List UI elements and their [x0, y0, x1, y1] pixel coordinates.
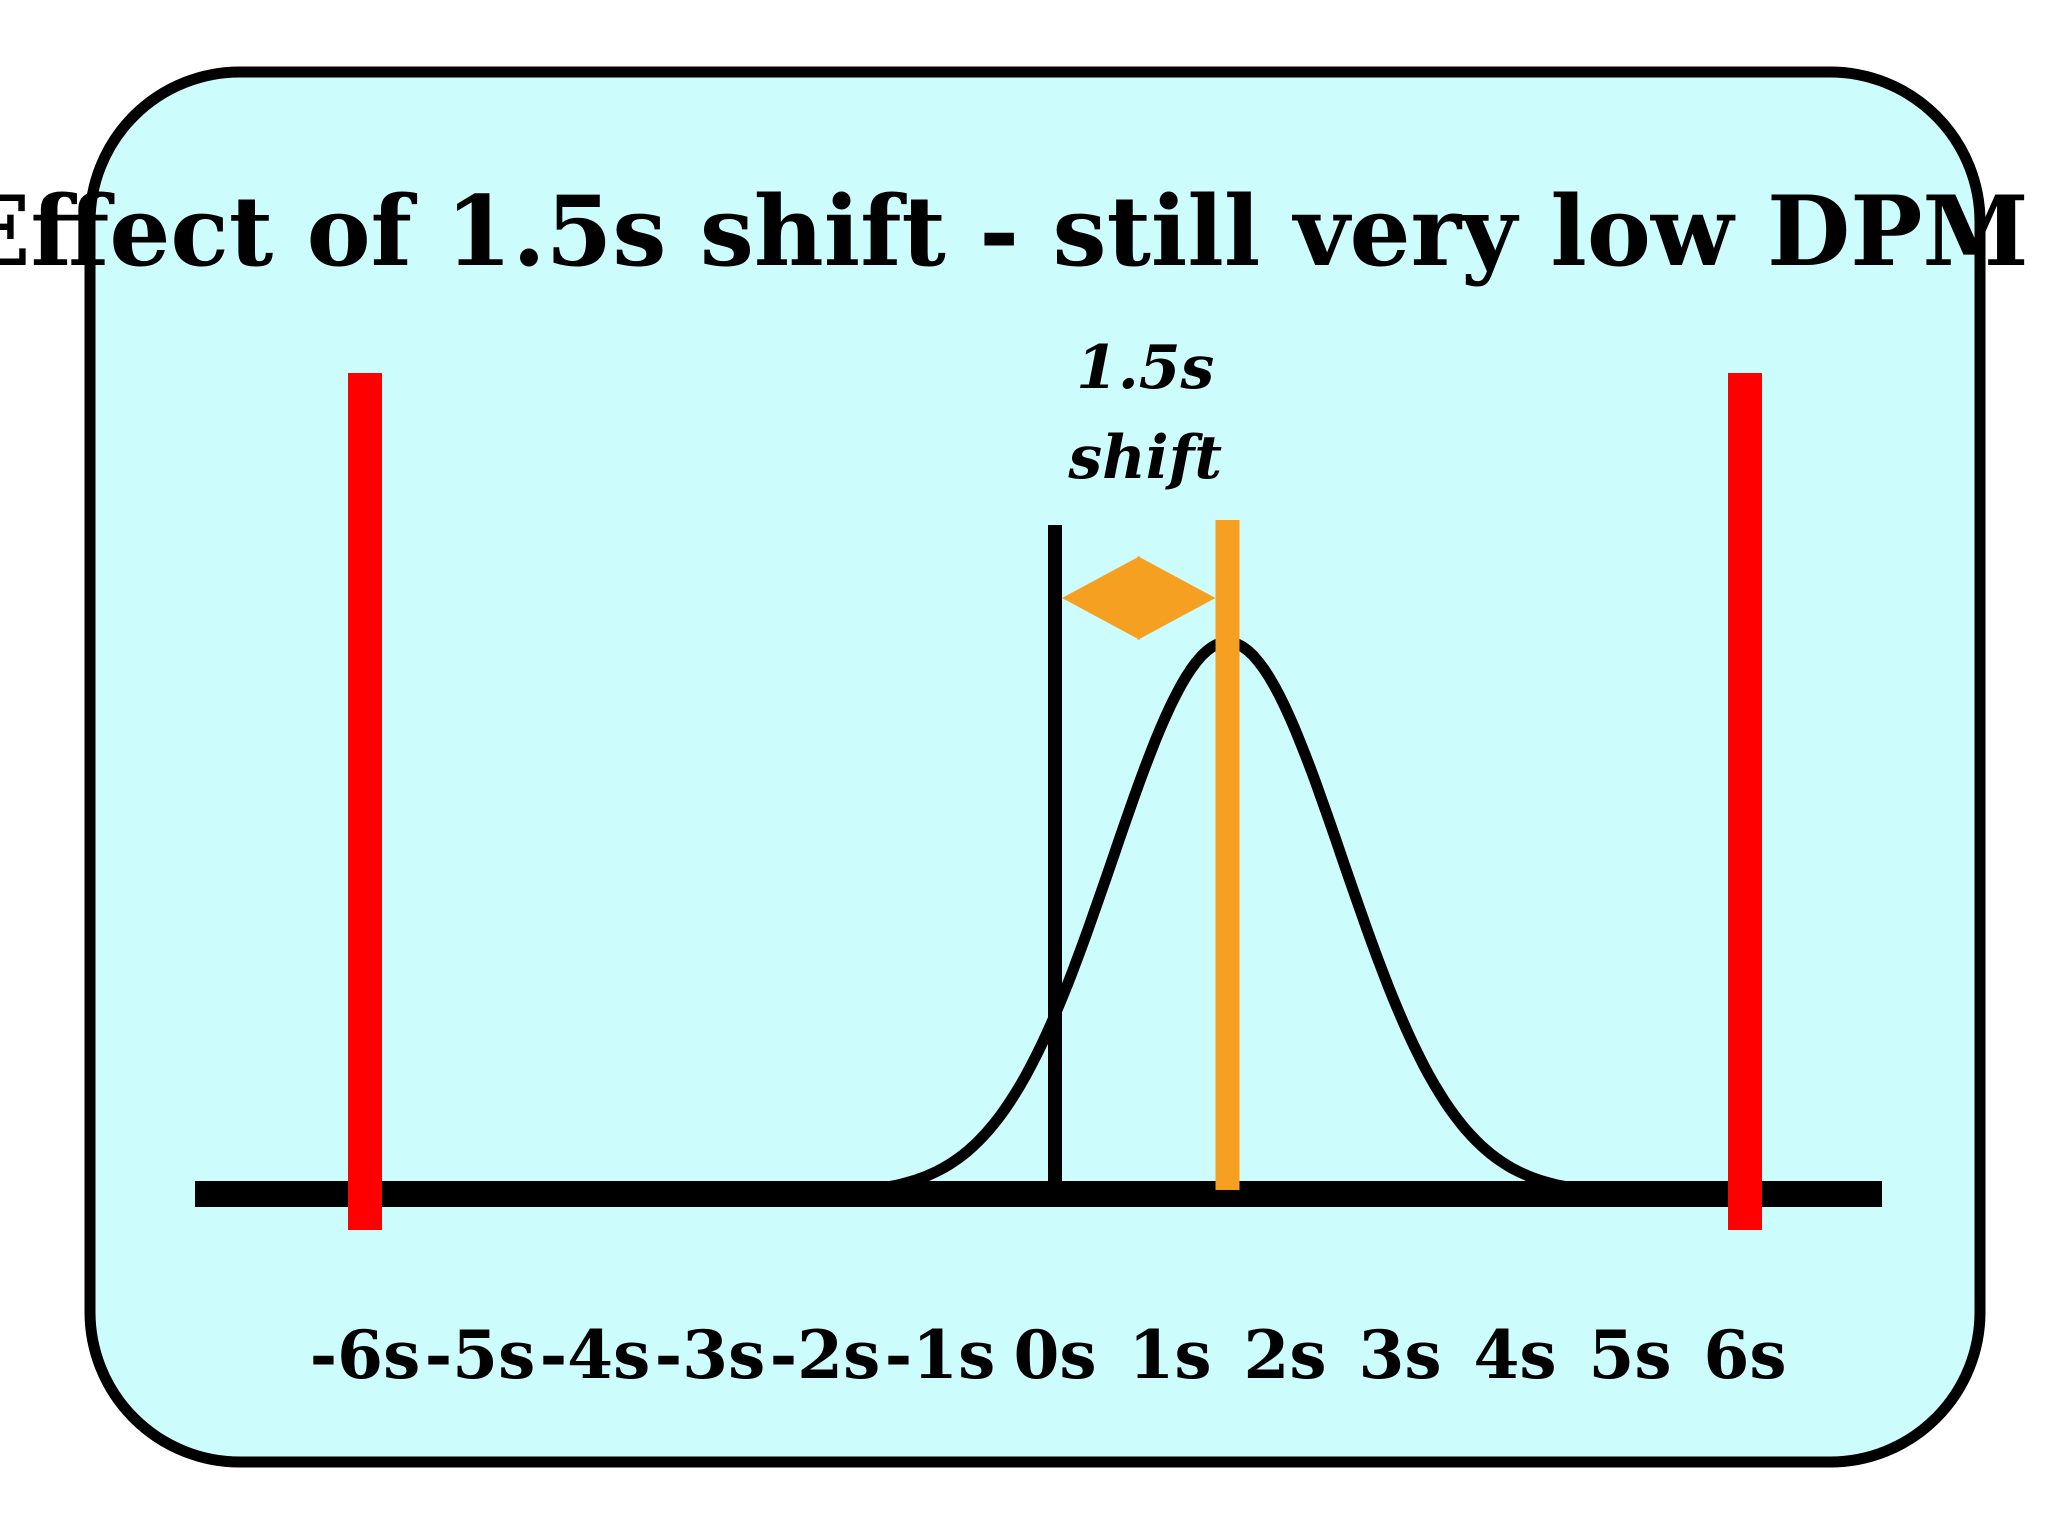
tick-label: -2s — [770, 1316, 880, 1394]
shift-label-line1: 1.5s — [1076, 333, 1214, 403]
tick-labels: -6s -5s -4s -3s -2s -1s 0s 1s 2s 3s 4s 5s 6s — [310, 1316, 1787, 1394]
tick-label: -1s — [885, 1316, 995, 1394]
tick-label: 6s — [1703, 1316, 1786, 1394]
shift-label-line2: shift — [1067, 423, 1222, 493]
tick-label: -3s — [655, 1316, 765, 1394]
shift-double-arrow — [1062, 556, 1216, 640]
arrow-left-head — [1062, 556, 1140, 640]
tick-label: -5s — [425, 1316, 535, 1394]
diagram-title: Effect of 1.5s shift - still very low DP… — [0, 175, 2029, 288]
tick-label: -6s — [310, 1316, 420, 1394]
tick-label: 3s — [1358, 1316, 1441, 1394]
tick-label: -4s — [540, 1316, 650, 1394]
tick-label: 1s — [1128, 1316, 1211, 1394]
tick-label: 2s — [1243, 1316, 1326, 1394]
tick-label: 4s — [1473, 1316, 1556, 1394]
tick-label: 5s — [1588, 1316, 1671, 1394]
tick-label: 0s — [1013, 1316, 1096, 1394]
arrow-right-head — [1137, 556, 1216, 640]
diagram-panel — [84, 66, 1986, 1468]
